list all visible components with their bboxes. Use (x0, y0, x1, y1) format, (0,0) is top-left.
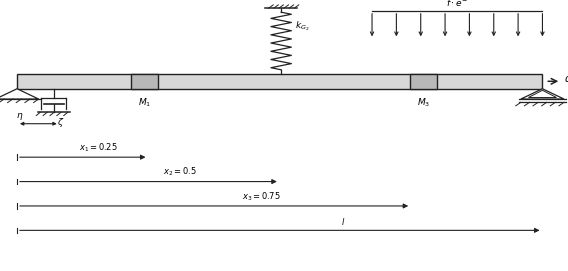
Bar (131, 74, 158, 89)
Text: $l$: $l$ (341, 216, 345, 227)
Text: $M_3$: $M_3$ (416, 97, 430, 109)
Polygon shape (0, 89, 39, 99)
Text: $k_{G_2}$: $k_{G_2}$ (295, 19, 310, 33)
Polygon shape (528, 90, 557, 98)
Text: $f \cdot e^{-}$: $f \cdot e^{-}$ (446, 0, 468, 8)
Polygon shape (521, 89, 564, 99)
Text: $\zeta$: $\zeta$ (57, 116, 64, 129)
Text: $M_1$: $M_1$ (138, 97, 152, 109)
Bar (410, 74, 437, 89)
Bar (17, 74, 542, 89)
Text: $x_3=0.75$: $x_3=0.75$ (242, 190, 281, 203)
Text: $\eta$: $\eta$ (16, 111, 23, 122)
Text: $x_2=0.5$: $x_2=0.5$ (163, 166, 197, 178)
Text: $\alpha$: $\alpha$ (564, 74, 568, 83)
Text: $x_1=0.25$: $x_1=0.25$ (79, 141, 118, 154)
